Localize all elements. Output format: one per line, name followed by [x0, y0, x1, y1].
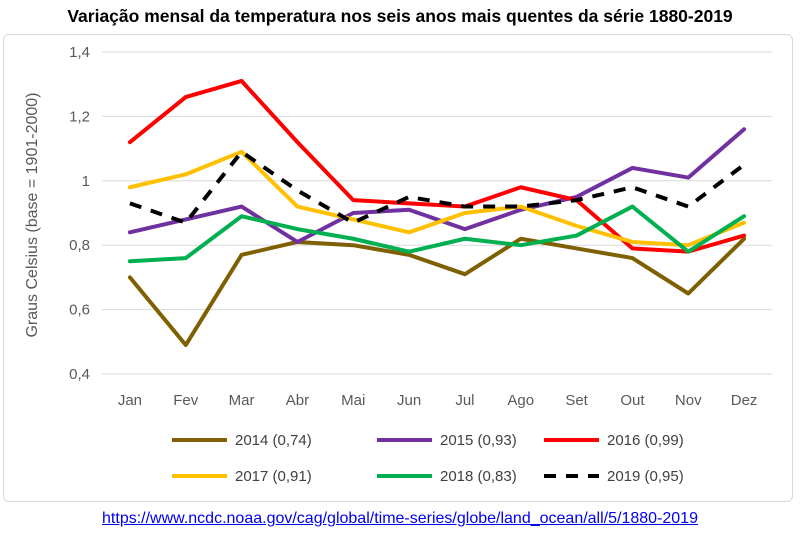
series-line-5 [129, 149, 746, 225]
legend-label-2: 2016 (0,99) [607, 432, 684, 449]
chart-title: Variação mensal da temperatura nos seis … [67, 6, 733, 26]
legend-label-0: 2014 (0,74) [235, 432, 312, 449]
x-tick-label: Fev [173, 392, 199, 409]
y-tick-label: 0,4 [69, 366, 90, 383]
x-tick-label: Mar [229, 392, 255, 409]
x-tick-label: Dez [731, 392, 758, 409]
y-axis-label: Graus Celsius (base = 1901-2000) [24, 92, 41, 337]
source-link[interactable]: https://www.ncdc.noaa.gov/cag/global/tim… [102, 510, 698, 527]
legend-label-1: 2015 (0,93) [440, 432, 517, 449]
series-line-1 [127, 127, 747, 244]
legend-label-3: 2017 (0,91) [235, 468, 312, 485]
x-tick-label: Mai [341, 392, 365, 409]
x-tick-label: Ago [507, 392, 534, 409]
x-tick-label: Abr [286, 392, 309, 409]
x-tick-label: Nov [675, 392, 702, 409]
gridlines [102, 51, 772, 375]
legend-label-4: 2018 (0,83) [440, 468, 517, 485]
legend: 2014 (0,74) 2015 (0,93) 2016 (0,99) 2017 (0… [172, 432, 684, 485]
y-tick-label: 0,8 [69, 237, 90, 254]
x-axis-ticks: Jan Fev Mar Abr Mai Jun Jul Ago Set Out Nov Dez [118, 392, 758, 409]
legend-label-5: 2019 (0,95) [607, 468, 684, 485]
y-tick-label: 1 [82, 173, 90, 190]
series-line-4 [127, 204, 747, 264]
chart-frame [3, 34, 793, 502]
line-chart: 0,4 0,6 0,8 1 1,2 1,4 Jan Fev Mar Abr Mai Jun Jul Ag… [24, 44, 772, 485]
y-tick-label: 1,2 [69, 108, 90, 125]
x-tick-label: Jul [455, 392, 474, 409]
series-line-3 [127, 149, 747, 248]
series-lines [127, 78, 747, 348]
y-axis-ticks: 0,4 0,6 0,8 1 1,2 1,4 [69, 44, 90, 383]
x-tick-label: Jan [118, 392, 142, 409]
x-tick-label: Jun [397, 392, 421, 409]
series-line-0 [127, 236, 747, 348]
y-tick-label: 0,6 [69, 302, 90, 319]
x-tick-label: Out [620, 392, 645, 409]
series-line-2 [127, 78, 747, 254]
y-tick-label: 1,4 [69, 44, 90, 61]
x-tick-label: Set [565, 392, 588, 409]
